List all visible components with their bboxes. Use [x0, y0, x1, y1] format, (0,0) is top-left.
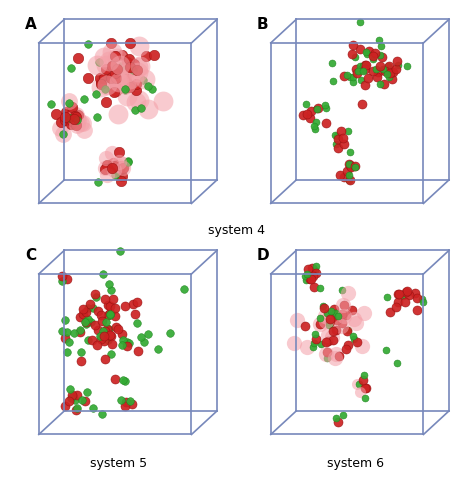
Text: D: D: [257, 247, 270, 262]
Text: system 4: system 4: [209, 224, 265, 236]
Text: A: A: [25, 16, 37, 31]
Text: C: C: [25, 247, 36, 262]
Text: system 5: system 5: [90, 456, 147, 469]
Text: system 6: system 6: [327, 456, 384, 469]
Text: B: B: [257, 16, 269, 31]
